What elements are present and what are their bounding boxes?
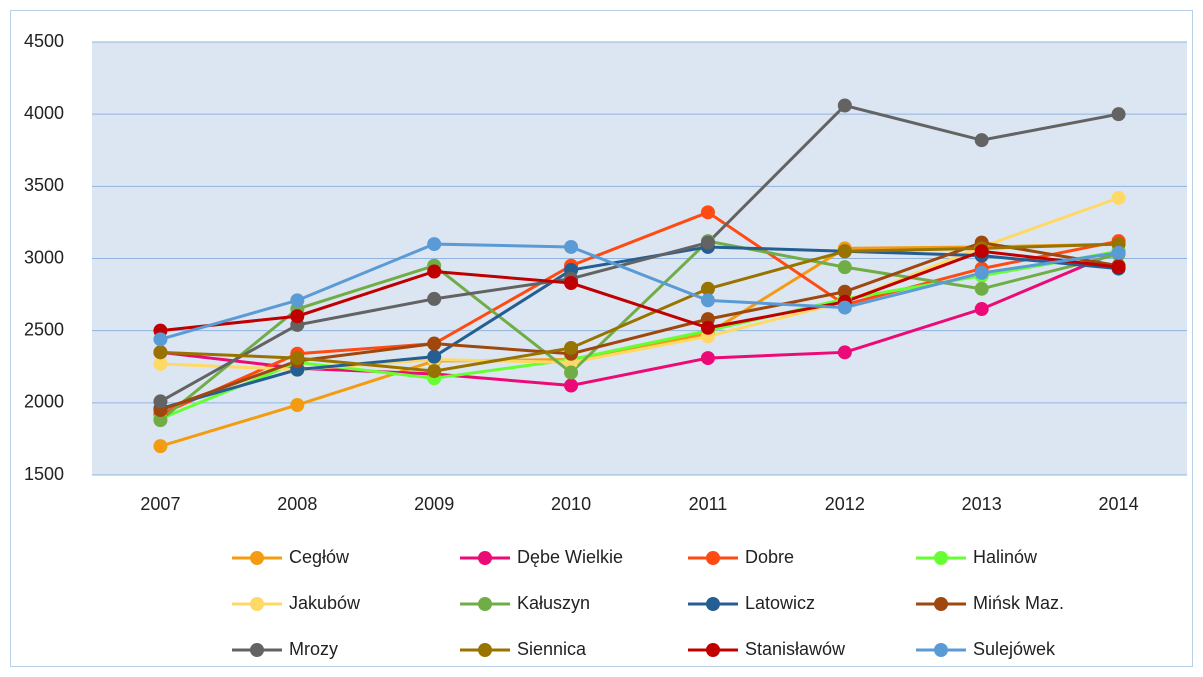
legend-label: Stanisławów xyxy=(745,639,846,659)
legend-label: Sulejówek xyxy=(973,639,1056,659)
point-marker xyxy=(153,394,168,409)
y-tick-label: 4000 xyxy=(24,103,64,123)
point-marker xyxy=(700,351,715,366)
point-marker xyxy=(290,397,305,412)
x-tick-label: 2011 xyxy=(689,494,728,514)
series-line xyxy=(160,249,1119,333)
series-line xyxy=(159,210,1119,416)
legend-label: Mińsk Maz. xyxy=(973,593,1064,613)
point-marker xyxy=(837,244,852,259)
point-marker xyxy=(974,281,989,296)
legend-marker xyxy=(934,643,948,657)
x-tick-label: 2012 xyxy=(825,494,865,514)
point-marker xyxy=(564,276,579,291)
point-marker xyxy=(837,300,852,315)
point-marker xyxy=(290,351,305,366)
y-tick-label: 3500 xyxy=(24,175,64,195)
point-marker xyxy=(153,356,168,371)
point-marker xyxy=(837,284,852,299)
point-marker xyxy=(290,293,305,308)
legend-marker xyxy=(706,597,720,611)
legend-marker xyxy=(706,643,720,657)
x-tick-label: 2008 xyxy=(277,494,317,514)
point-marker xyxy=(974,302,989,317)
point-marker xyxy=(1111,245,1126,260)
point-marker xyxy=(564,239,579,254)
point-marker xyxy=(974,133,989,148)
x-tick-label: 2014 xyxy=(1099,494,1139,514)
series-line xyxy=(160,245,1119,411)
point-marker xyxy=(564,378,579,393)
legend-marker xyxy=(250,597,264,611)
point-marker xyxy=(700,205,715,220)
y-tick-label: 3000 xyxy=(24,247,64,267)
point-marker xyxy=(564,365,579,380)
y-tick-label: 2500 xyxy=(24,319,64,339)
legend-marker xyxy=(478,643,492,657)
point-marker xyxy=(564,340,579,355)
x-tick-label: 2013 xyxy=(962,494,1002,514)
point-marker xyxy=(153,345,168,360)
x-tick-label: 2009 xyxy=(414,494,454,514)
legend-marker xyxy=(250,643,264,657)
legend-marker xyxy=(934,597,948,611)
point-marker xyxy=(427,237,442,252)
point-marker xyxy=(837,98,852,113)
point-marker xyxy=(837,260,852,275)
series-line xyxy=(160,242,1119,341)
x-tick-label: 2010 xyxy=(551,494,591,514)
point-marker xyxy=(427,291,442,306)
legend-marker xyxy=(706,551,720,565)
point-marker xyxy=(153,332,168,347)
legend-marker xyxy=(250,551,264,565)
x-tick-label: 2007 xyxy=(140,494,180,514)
legend-label: Jakubów xyxy=(289,593,361,613)
y-tick-label: 4500 xyxy=(24,31,64,51)
point-marker xyxy=(153,439,168,454)
point-marker xyxy=(153,413,168,428)
legend-label: Mrozy xyxy=(289,639,338,659)
point-marker xyxy=(1111,107,1126,122)
point-marker xyxy=(700,293,715,308)
point-marker xyxy=(700,320,715,335)
legend-marker xyxy=(478,551,492,565)
point-marker xyxy=(427,349,442,364)
point-marker xyxy=(974,244,989,259)
legend-marker xyxy=(478,597,492,611)
y-tick-label: 1500 xyxy=(24,464,64,484)
point-marker xyxy=(700,281,715,296)
legend-label: Cegłów xyxy=(289,547,350,567)
series-line xyxy=(159,241,1119,412)
legend-label: Latowicz xyxy=(745,593,815,613)
legend-label: Halinów xyxy=(973,547,1038,567)
point-marker xyxy=(974,265,989,280)
point-marker xyxy=(290,309,305,324)
legend-label: Kałuszyn xyxy=(517,593,590,613)
point-marker xyxy=(1111,190,1126,205)
series-line xyxy=(160,242,1119,373)
point-marker xyxy=(1111,260,1126,275)
legend-marker xyxy=(934,551,948,565)
legend-label: Dębe Wielkie xyxy=(517,547,623,567)
point-marker xyxy=(427,264,442,279)
legend-label: Siennica xyxy=(517,639,587,659)
point-marker xyxy=(837,345,852,360)
point-marker xyxy=(427,364,442,379)
point-marker xyxy=(700,235,715,250)
point-marker xyxy=(427,336,442,351)
y-tick-label: 2000 xyxy=(24,392,64,412)
legend-label: Dobre xyxy=(745,547,794,567)
series-line xyxy=(159,103,1119,403)
